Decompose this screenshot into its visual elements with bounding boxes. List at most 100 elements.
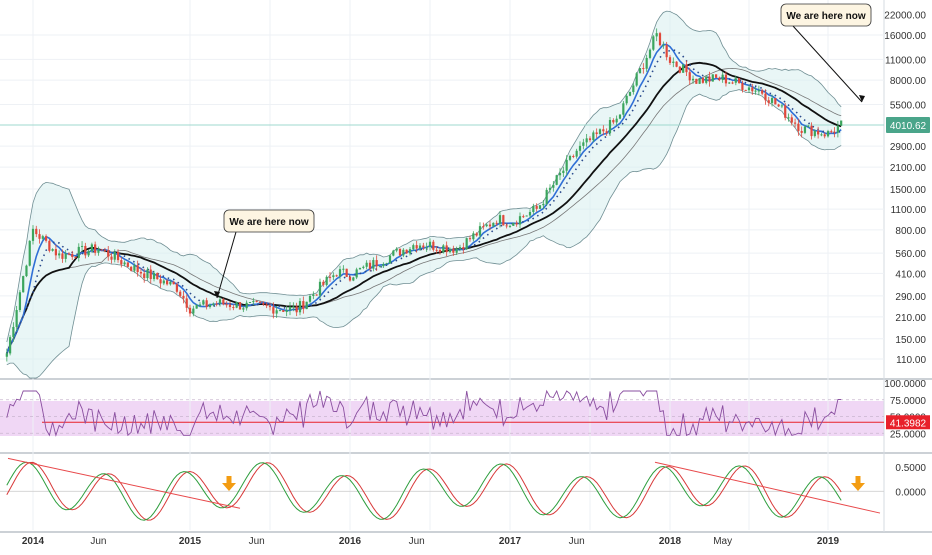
candle-body bbox=[662, 45, 665, 47]
candle-body bbox=[172, 281, 175, 285]
candle-body bbox=[565, 159, 568, 171]
candle-body bbox=[512, 222, 515, 226]
candle-body bbox=[205, 300, 208, 307]
price-tick-label: 8000.00 bbox=[890, 76, 927, 87]
candle-body bbox=[48, 240, 51, 251]
candle-body bbox=[152, 272, 156, 280]
candle-body bbox=[235, 302, 238, 308]
candle-body bbox=[365, 262, 368, 267]
candle-body bbox=[375, 260, 378, 267]
candle-body bbox=[688, 72, 691, 81]
osc-arrow-left-head bbox=[222, 483, 236, 491]
candle-body bbox=[767, 100, 770, 103]
candle-body bbox=[764, 93, 767, 101]
candle-body bbox=[747, 87, 751, 91]
osc-trendline-1 bbox=[7, 457, 241, 509]
candle-body bbox=[741, 83, 744, 90]
candle-body bbox=[578, 145, 582, 151]
time-tick-label: 2014 bbox=[22, 536, 45, 547]
candle-body bbox=[528, 211, 532, 216]
candle-body bbox=[422, 245, 425, 248]
rsi-tick-label: 75.0000 bbox=[890, 396, 927, 407]
candle-body bbox=[133, 265, 136, 271]
candle-body bbox=[258, 301, 262, 303]
candle-body bbox=[179, 291, 182, 296]
candle-body bbox=[668, 57, 672, 63]
candle-body bbox=[744, 89, 747, 91]
candle-body bbox=[568, 155, 572, 160]
candle-body bbox=[711, 74, 714, 82]
candle-body bbox=[198, 304, 202, 306]
candle-body bbox=[318, 281, 322, 296]
candle-body bbox=[15, 310, 18, 327]
price-tick-label: 11000.00 bbox=[885, 55, 926, 66]
callout-pointer-head-0 bbox=[214, 291, 220, 298]
candle-body bbox=[107, 250, 110, 257]
candle-body bbox=[485, 224, 488, 227]
time-tick-label: 2018 bbox=[659, 536, 682, 547]
candle-body bbox=[103, 249, 107, 251]
price-tick-label: 2900.00 bbox=[890, 142, 927, 153]
candle-body bbox=[335, 275, 338, 277]
osc-arrow-left-shaft bbox=[226, 476, 232, 484]
candle-body bbox=[80, 245, 84, 247]
candle-body bbox=[598, 129, 602, 135]
candle-body bbox=[143, 273, 146, 279]
rsi-tag-badge bbox=[886, 415, 930, 430]
candle-body bbox=[482, 226, 485, 228]
candle-body bbox=[175, 284, 179, 292]
candle-body bbox=[508, 225, 512, 227]
candle-body bbox=[100, 249, 103, 251]
candle-body bbox=[302, 301, 305, 310]
osc-main-line bbox=[6, 461, 842, 521]
candle-body bbox=[295, 306, 298, 313]
candle-body bbox=[248, 302, 252, 304]
candle-body bbox=[535, 206, 538, 209]
candle-body bbox=[505, 225, 508, 227]
candle-body bbox=[810, 125, 813, 137]
candle-body bbox=[468, 238, 472, 240]
candle-body bbox=[833, 131, 836, 133]
candle-body bbox=[35, 228, 38, 235]
rsi-tick-label: 100.0000 bbox=[884, 379, 926, 390]
candle-body bbox=[358, 267, 362, 270]
candle-body bbox=[432, 241, 435, 250]
candle-body bbox=[655, 33, 658, 37]
callout-text-0: We are here now bbox=[229, 217, 309, 228]
candle-body bbox=[734, 78, 737, 83]
price-tag-badge bbox=[886, 117, 930, 134]
candle-body bbox=[813, 130, 816, 137]
candle-body bbox=[502, 215, 505, 226]
candle-body bbox=[718, 77, 721, 80]
candle-body bbox=[592, 132, 595, 141]
time-tick-label: 2019 bbox=[817, 536, 840, 547]
candle-body bbox=[638, 68, 642, 74]
candle-body bbox=[608, 120, 612, 134]
candle-body bbox=[442, 245, 445, 253]
candle-body bbox=[777, 104, 780, 107]
candle-body bbox=[695, 78, 698, 84]
candle-body bbox=[18, 292, 22, 311]
candle-body bbox=[225, 304, 228, 306]
candle-body bbox=[817, 130, 820, 135]
candle-body bbox=[378, 266, 382, 268]
annotations-layer: We are here now We are here now bbox=[214, 3, 872, 491]
candle-body bbox=[338, 269, 342, 277]
candle-body bbox=[548, 187, 552, 190]
candle-body bbox=[238, 302, 242, 310]
candle-body bbox=[691, 78, 695, 81]
candle-body bbox=[701, 78, 705, 83]
candle-body bbox=[823, 134, 826, 137]
candle-body bbox=[665, 45, 668, 58]
candle-body bbox=[475, 233, 478, 236]
candle-body bbox=[642, 68, 645, 70]
candle-body bbox=[362, 266, 365, 268]
candle-body bbox=[840, 120, 843, 126]
candle-body bbox=[830, 131, 833, 133]
candle-body bbox=[272, 307, 275, 314]
candle-body bbox=[675, 61, 678, 67]
osc-arrow-right-shaft bbox=[855, 476, 861, 484]
candle-body bbox=[658, 33, 662, 46]
candle-body bbox=[58, 253, 61, 256]
